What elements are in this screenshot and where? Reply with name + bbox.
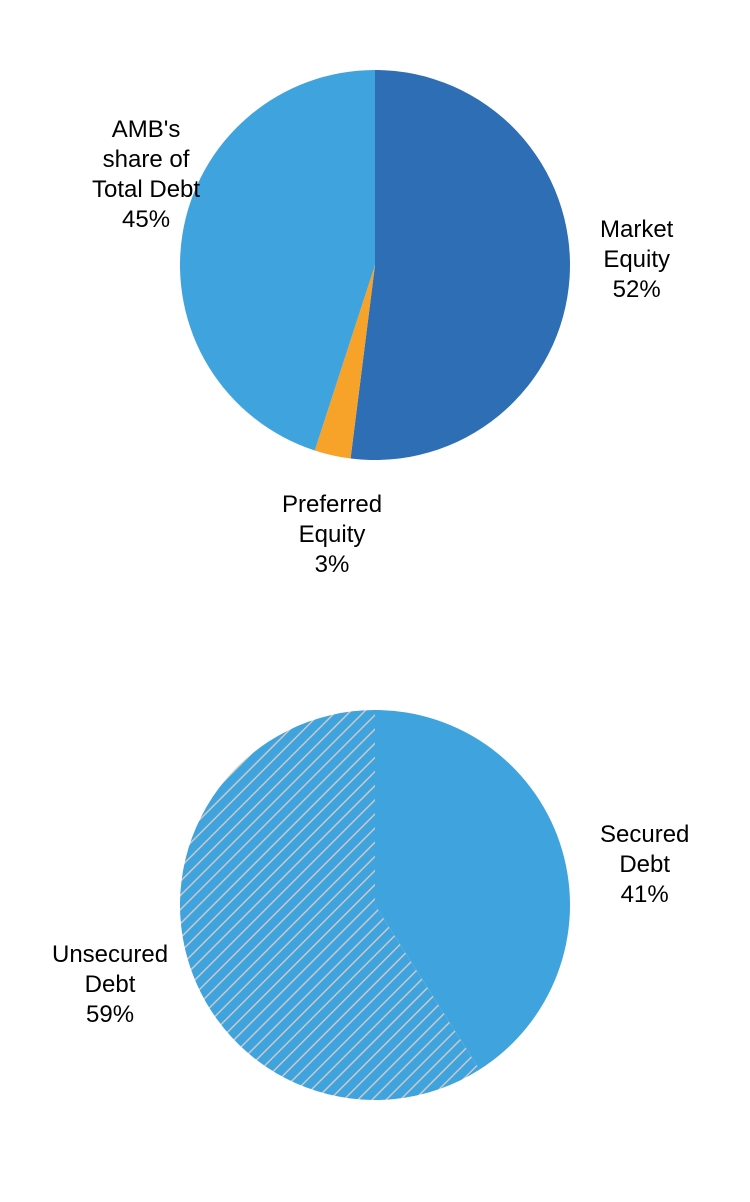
chart2-label-0: Secured Debt 41% xyxy=(600,820,689,910)
chart1-label-0: Market Equity 52% xyxy=(600,215,673,305)
chart1-label-1: Preferred Equity 3% xyxy=(282,490,382,580)
chart1-slice-0 xyxy=(351,70,570,460)
chart1-slice-2 xyxy=(180,70,375,450)
chart2-slice-0 xyxy=(375,710,570,1070)
chart2-slice-1 xyxy=(180,710,479,1100)
chart2-label-1: Unsecured Debt 59% xyxy=(52,940,168,1030)
chart1-label-2: AMB's share of Total Debt 45% xyxy=(92,115,200,235)
chart1-slice-1 xyxy=(315,265,375,458)
